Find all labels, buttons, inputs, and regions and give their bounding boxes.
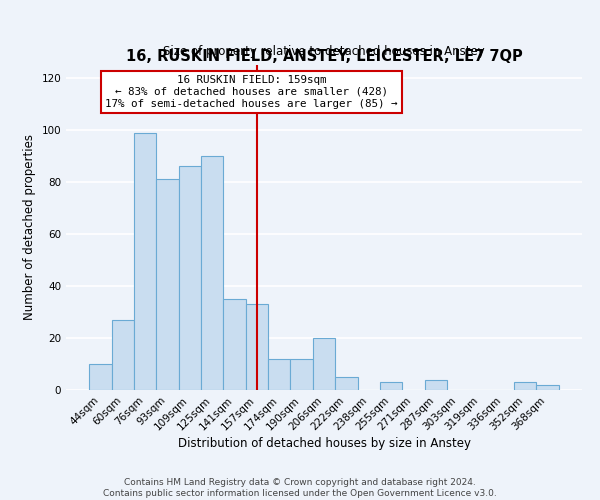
Bar xyxy=(290,359,313,390)
Bar xyxy=(425,380,447,390)
Bar xyxy=(179,166,201,390)
Text: Size of property relative to detached houses in Anstey: Size of property relative to detached ho… xyxy=(163,45,485,58)
X-axis label: Distribution of detached houses by size in Anstey: Distribution of detached houses by size … xyxy=(178,438,470,450)
Bar xyxy=(157,180,179,390)
Bar xyxy=(112,320,134,390)
Bar xyxy=(514,382,536,390)
Text: 16 RUSKIN FIELD: 159sqm
← 83% of detached houses are smaller (428)
17% of semi-d: 16 RUSKIN FIELD: 159sqm ← 83% of detache… xyxy=(105,76,398,108)
Bar xyxy=(380,382,402,390)
Text: Contains HM Land Registry data © Crown copyright and database right 2024.
Contai: Contains HM Land Registry data © Crown c… xyxy=(103,478,497,498)
Bar xyxy=(89,364,112,390)
Bar xyxy=(201,156,223,390)
Bar xyxy=(134,132,157,390)
Y-axis label: Number of detached properties: Number of detached properties xyxy=(23,134,36,320)
Bar xyxy=(536,385,559,390)
Bar xyxy=(223,299,246,390)
Bar xyxy=(335,377,358,390)
Bar xyxy=(246,304,268,390)
Bar xyxy=(313,338,335,390)
Bar xyxy=(268,359,290,390)
Title: 16, RUSKIN FIELD, ANSTEY, LEICESTER, LE7 7QP: 16, RUSKIN FIELD, ANSTEY, LEICESTER, LE7… xyxy=(125,49,523,64)
